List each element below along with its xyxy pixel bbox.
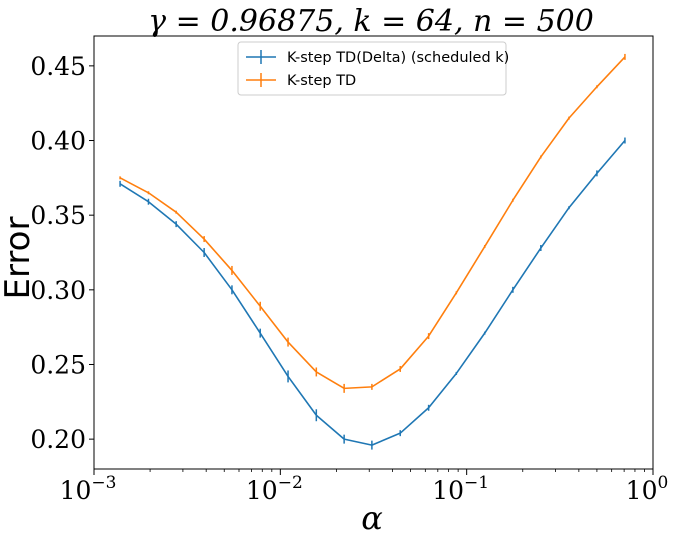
x-tick-label: 10−1 — [432, 473, 489, 505]
y-tick-label: 0.45 — [30, 52, 86, 81]
legend-box — [237, 41, 507, 96]
x-axis: 10−3 10−2 10−1 100 — [60, 469, 669, 505]
x-tick-exponent: −2 — [278, 473, 303, 493]
x-tick-base: 10 — [432, 476, 464, 505]
y-tick-label: 0.40 — [30, 127, 86, 156]
x-tick-label: 100 — [626, 473, 669, 505]
x-axis-label: α — [361, 499, 383, 537]
y-tick-label: 0.20 — [30, 425, 86, 454]
x-tick-base: 10 — [626, 476, 658, 505]
series-line-0 — [119, 140, 626, 446]
y-tick-label: 0.30 — [30, 276, 86, 305]
plot-area — [93, 35, 654, 470]
y-tick-label: 0.35 — [30, 201, 86, 230]
x-tick-label: 10−3 — [60, 473, 117, 505]
x-minor-ticks — [149, 469, 645, 472]
legend-item-1: K-step TD — [246, 73, 356, 89]
x-tick-base: 10 — [246, 476, 278, 505]
x-tick-label: 10−2 — [246, 473, 303, 505]
y-tick-label: 0.25 — [30, 350, 86, 379]
y-axis: 0.20 0.25 0.30 0.35 0.40 0.45 — [30, 52, 94, 454]
x-tick-exponent: −1 — [464, 473, 489, 493]
x-tick-exponent: 0 — [657, 473, 668, 493]
legend-label-0: K-step TD(Delta) (scheduled k) — [287, 50, 509, 66]
x-tick-base: 10 — [60, 476, 92, 505]
series-line-1 — [119, 56, 626, 390]
legend-label-1: K-step TD — [287, 73, 356, 89]
chart-title: γ = 0.96875, k = 64, n = 500 — [148, 4, 594, 39]
y-axis-label: Error — [0, 217, 38, 300]
x-tick-exponent: −3 — [91, 473, 116, 493]
legend-item-0: K-step TD(Delta) (scheduled k) — [246, 50, 509, 66]
series-layer — [119, 53, 626, 450]
legend: K-step TD(Delta) (scheduled k) K-step TD — [237, 41, 509, 96]
